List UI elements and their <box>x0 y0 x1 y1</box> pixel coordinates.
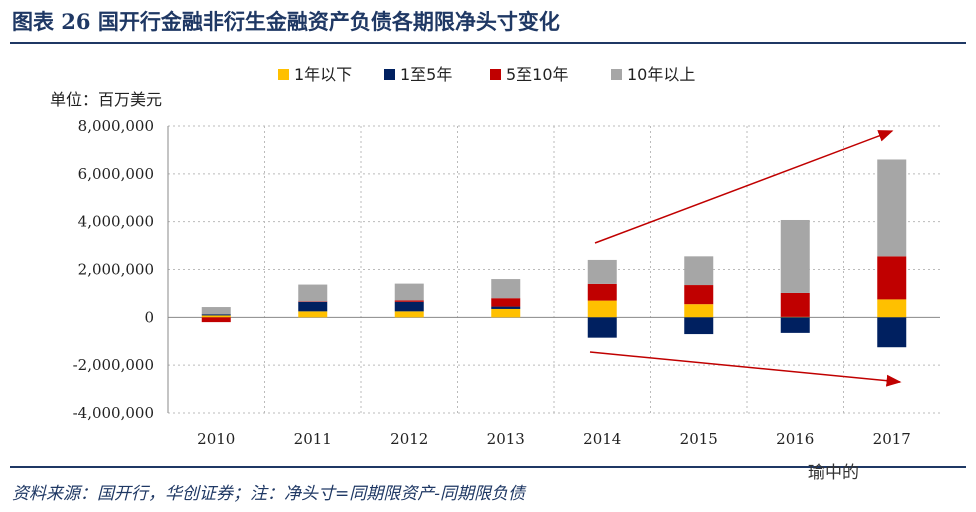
bar-2015-5至10年 <box>684 285 714 305</box>
bar-2010-5至10年 <box>201 317 231 323</box>
bar-2014-10年以上 <box>587 259 617 284</box>
legend-swatch <box>278 69 289 80</box>
bar-2012-10年以上 <box>394 283 424 301</box>
bar-2017-1年以下 <box>877 299 907 318</box>
x-tick-label: 2016 <box>776 430 814 448</box>
bar-2011-1年以下 <box>298 311 328 318</box>
bar-2012-1至5年 <box>394 301 424 312</box>
y-tick-label: -2,000,000 <box>73 356 154 374</box>
legend-swatch <box>611 69 622 80</box>
trend-arrow-down <box>589 351 902 387</box>
bar-2010-1年以下 <box>201 315 231 318</box>
bar-2017-1至5年 <box>877 317 907 348</box>
x-tick-label: 2015 <box>680 430 718 448</box>
x-tick-label: 2011 <box>294 430 332 448</box>
legend-swatch <box>384 69 395 80</box>
watermark: 瑜中的 <box>808 463 859 483</box>
trend-arrow-up <box>594 130 894 244</box>
legend-label: 1至5年 <box>400 65 452 84</box>
y-tick-label: 6,000,000 <box>78 165 154 183</box>
bar-2016-5至10年 <box>780 292 810 317</box>
bar-2014-1至5年 <box>587 317 617 338</box>
legend-label: 10年以上 <box>627 65 695 84</box>
bar-2015-10年以上 <box>684 256 714 286</box>
x-tick-label: 2014 <box>583 430 621 448</box>
bar-2013-1至5年 <box>491 306 521 309</box>
x-tick-label: 2010 <box>197 430 235 448</box>
y-tick-label: 8,000,000 <box>78 117 154 135</box>
y-tick-label: 2,000,000 <box>78 261 154 279</box>
title-divider <box>10 42 966 44</box>
bar-2011-1至5年 <box>298 301 328 312</box>
source-note: 资料来源：国开行，华创证券；注：净头寸=同期限资产-同期限负债 <box>12 484 525 504</box>
bar-2014-1年以下 <box>587 300 617 318</box>
bar-2016-1至5年 <box>780 317 810 333</box>
bar-2013-1年以下 <box>491 308 521 318</box>
bar-2016-10年以上 <box>780 219 810 293</box>
bar-2012-5至10年 <box>394 300 424 302</box>
bar-2015-1至5年 <box>684 317 714 335</box>
footer-divider <box>10 466 966 468</box>
bar-2015-1年以下 <box>684 304 714 318</box>
x-tick-label: 2013 <box>487 430 525 448</box>
figure-title: 图表 26 国开行金融非衍生金融资产负债各期限净头寸变化 <box>12 9 560 34</box>
bar-2011-10年以上 <box>298 284 328 302</box>
bar-2013-5至10年 <box>491 298 521 307</box>
unit-label: 单位：百万美元 <box>50 90 163 109</box>
y-tick-label: 0 <box>144 308 154 326</box>
x-tick-label: 2017 <box>873 430 911 448</box>
x-tick-label: 2012 <box>390 430 428 448</box>
bar-2014-5至10年 <box>587 283 617 301</box>
y-tick-label: -4,000,000 <box>73 404 154 422</box>
bar-2017-10年以上 <box>877 159 907 257</box>
legend-swatch <box>490 69 501 80</box>
bar-2010-1至5年 <box>201 314 231 316</box>
bar-2017-5至10年 <box>877 256 907 300</box>
bar-2012-1年以下 <box>394 311 424 318</box>
legend-label: 5至10年 <box>506 65 569 84</box>
y-tick-label: 4,000,000 <box>78 213 154 231</box>
bar-2010-10年以上 <box>201 307 231 315</box>
bar-2013-10年以上 <box>491 279 521 299</box>
legend-label: 1年以下 <box>294 65 352 84</box>
